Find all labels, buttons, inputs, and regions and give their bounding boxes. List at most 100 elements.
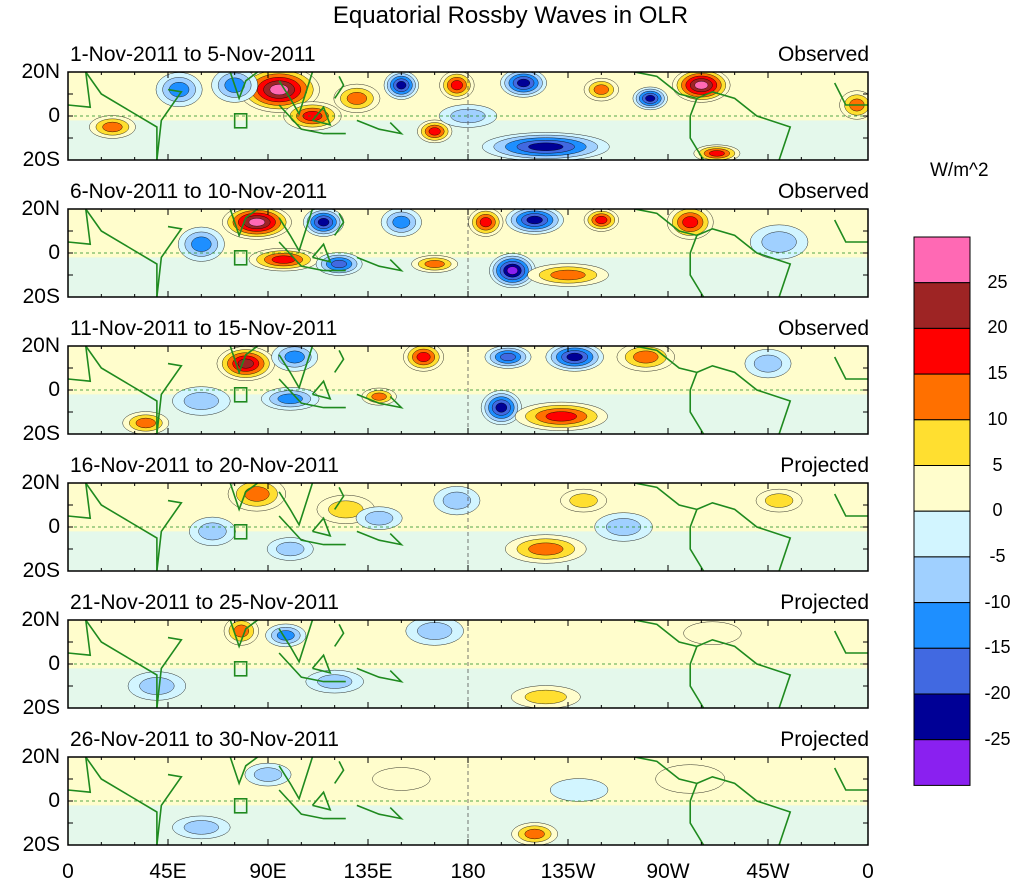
olr-anomaly-contour xyxy=(550,778,609,802)
olr-anomaly-contour xyxy=(428,127,441,136)
olr-anomaly-contour xyxy=(396,81,407,90)
olr-anomaly-contour xyxy=(135,417,156,429)
coastline xyxy=(85,757,158,845)
olr-anomaly-contour xyxy=(655,764,726,794)
map-panel-1 xyxy=(68,72,868,160)
coastline xyxy=(156,499,183,571)
olr-anomaly-contour xyxy=(682,216,699,229)
olr-anomaly-contour xyxy=(645,95,656,102)
target-box xyxy=(233,386,248,403)
coastline xyxy=(696,90,792,160)
colorbar-level-label: -15 xyxy=(984,637,1011,658)
olr-anomaly-contour xyxy=(526,215,543,225)
y-tick-label: 20S xyxy=(22,422,60,445)
coastline xyxy=(68,209,92,246)
coastline xyxy=(278,515,346,546)
coastline xyxy=(356,530,404,546)
coastline xyxy=(696,775,792,845)
y-tick-label: 20S xyxy=(22,696,60,719)
olr-anomaly-contour xyxy=(277,393,303,404)
coastline xyxy=(85,72,158,160)
coastline xyxy=(696,364,792,434)
target-box xyxy=(233,523,248,540)
coastline xyxy=(833,82,868,106)
panel-type-label: Projected xyxy=(780,591,869,614)
colorbar-swatch xyxy=(913,556,971,604)
panel-type-label: Projected xyxy=(780,728,869,751)
olr-anomaly-contour xyxy=(524,689,567,705)
olr-anomaly-contour xyxy=(102,121,123,133)
x-tick-label: 45E xyxy=(149,860,187,883)
y-tick-label: 20N xyxy=(21,471,60,494)
olr-anomaly-contour xyxy=(517,78,531,88)
colorbar-swatch xyxy=(913,510,971,558)
olr-anomaly-contour xyxy=(694,81,709,90)
coastline xyxy=(833,356,868,380)
x-tick-label: 45W xyxy=(746,860,790,883)
olr-anomaly-contour xyxy=(442,491,471,510)
x-tick-label: 180 xyxy=(450,860,486,883)
target-box xyxy=(233,797,248,814)
coastline xyxy=(278,789,346,820)
coastline xyxy=(833,219,868,243)
coastline xyxy=(356,256,404,272)
olr-anomaly-contour xyxy=(495,402,508,413)
y-tick-label: 20N xyxy=(21,608,60,631)
olr-anomaly-contour xyxy=(284,350,305,364)
colorbar-level-label: 10 xyxy=(987,408,1008,429)
coastline xyxy=(68,72,92,109)
olr-anomaly-contour xyxy=(593,84,609,95)
colorbar-level-label: -20 xyxy=(984,683,1011,703)
coastline xyxy=(696,227,792,297)
coastline xyxy=(156,636,183,708)
coastline xyxy=(68,757,92,794)
colorbar-swatch xyxy=(913,739,971,786)
olr-anomaly-contour xyxy=(566,352,583,362)
coastline xyxy=(278,104,346,135)
olr-anomaly-contour xyxy=(450,80,463,91)
colorbar-level-label: 15 xyxy=(987,363,1008,384)
olr-anomaly-contour xyxy=(683,621,742,645)
panel-date-range: 11-Nov-2011 to 15-Nov-2011 xyxy=(70,317,338,340)
coastline xyxy=(156,88,183,160)
coastline xyxy=(334,76,345,99)
y-tick-label: 20N xyxy=(21,197,60,220)
olr-anomaly-contour xyxy=(346,92,367,105)
coastline xyxy=(833,493,868,517)
y-tick-label: 20S xyxy=(22,148,60,171)
coastline xyxy=(334,487,345,510)
coastline xyxy=(696,501,792,571)
olr-anomaly-contour xyxy=(331,259,348,269)
olr-anomaly-contour xyxy=(550,269,586,281)
colorbar-swatch xyxy=(913,236,971,284)
olr-anomaly-contour xyxy=(524,828,545,840)
coastline xyxy=(156,773,183,845)
olr-anomaly-contour xyxy=(416,352,431,362)
coastline xyxy=(278,72,314,116)
coastline xyxy=(334,350,345,373)
colorbar-swatch xyxy=(913,465,971,512)
olr-anomaly-contour xyxy=(248,218,266,227)
coastline xyxy=(833,767,868,791)
olr-anomaly-contour xyxy=(424,260,445,268)
y-tick-label: 0 xyxy=(48,652,60,675)
olr-anomaly-contour xyxy=(365,511,394,526)
olr-anomaly-contour xyxy=(371,392,387,401)
coastline xyxy=(278,483,314,527)
coastline xyxy=(356,667,404,683)
x-tick-label: 90E xyxy=(249,860,287,883)
target-box xyxy=(233,660,248,677)
colorbar-swatch xyxy=(913,373,971,421)
olr-anomaly-contour xyxy=(372,767,431,791)
olr-anomaly-contour xyxy=(753,354,783,373)
map-panel-2 xyxy=(68,209,868,297)
coastline xyxy=(356,804,404,820)
map-panel-4 xyxy=(68,483,868,571)
map-panel-5 xyxy=(68,620,868,708)
y-tick-label: 0 xyxy=(48,104,60,127)
coastline xyxy=(85,209,158,297)
colorbar-level-label: 25 xyxy=(987,271,1008,292)
panel-date-range: 26-Nov-2011 to 30-Nov-2011 xyxy=(70,728,339,751)
coastline xyxy=(356,119,404,135)
